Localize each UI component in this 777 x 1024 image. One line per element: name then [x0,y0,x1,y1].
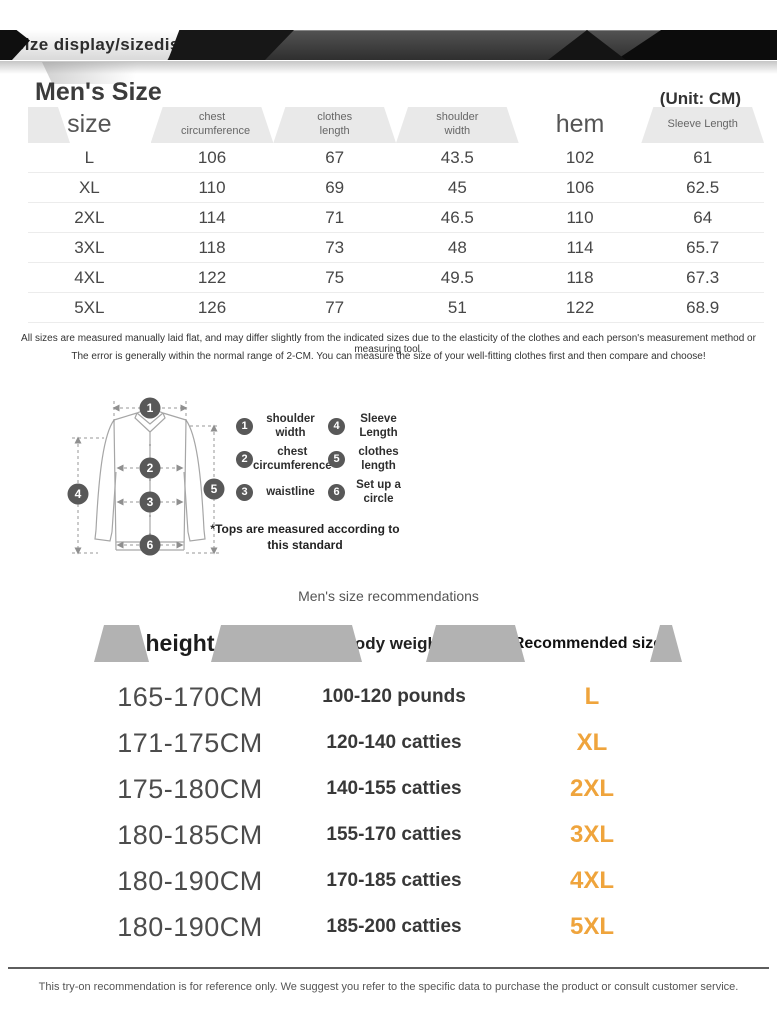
banner-shadow [0,61,777,74]
col-clothes-length: clothes length [273,107,396,143]
header-ribbon-segment [426,625,525,662]
legend-number-badge: 5 [328,451,345,468]
size-row-L: L 106 67 43.5 102 61 [28,143,764,173]
col-chest: chest circumference [151,107,274,143]
banner-triangle-decor [548,30,626,60]
legend-item-hem-circle: 6 Set up a circle [328,478,412,507]
size-table-header: size chest circumference clothes length … [28,107,764,143]
col-hem: hem [555,110,605,139]
size-row-XL: XL 110 69 45 106 62.5 [28,173,764,203]
col-height: height [145,630,215,656]
banner-dark-trapezoid [168,30,294,60]
rec-row-2XL: 175-180CM 140-155 catties 2XL [117,773,614,804]
header-ribbon-segment [211,625,362,662]
measure-disclaimer-line2: The error is generally within the normal… [71,351,706,362]
rec-row-XL: 171-175CM 120-140 catties XL [117,727,608,758]
banner-title: Size display/sizedisplay [13,35,216,54]
measure-disclaimer-line1: All sizes are measured manually laid fla… [21,333,756,355]
legend-item-clothes-length: 5 clothes length [328,445,412,474]
rec-row-5XL: 180-190CM 185-200 catties 5XL [117,911,614,942]
legend-item-shoulder-width: 1 shoulder width [236,412,328,441]
col-recommended-size: Recommended size [512,634,663,652]
badge-1: 1 [147,401,154,415]
banner: Size display/sizedisplay [0,30,777,60]
col-body-weight: body weight [344,633,444,653]
footer-divider [8,967,769,969]
legend-item-waistline: 3 waistline [236,478,328,507]
legend-number-badge: 6 [328,484,345,501]
section-title-mens-size: Men's Size [35,78,162,106]
rec-row-L: 165-170CM 100-120 pounds L [117,681,600,712]
size-row-3XL: 3XL 118 73 48 114 65.7 [28,233,764,263]
legend-label: shoulder width [266,412,315,439]
legend-item-sleeve-length: 4 Sleeve Length [328,412,412,441]
banner-light-shape [0,30,184,60]
unit-label: (Unit: CM) [659,89,741,108]
legend-label: chest circumference [253,445,332,472]
badge-4: 4 [75,487,82,501]
recommendation-table: 165-170CM 100-120 pounds L 171-175CM 120… [94,674,682,950]
recommendation-header: height body weight Recommended size [94,625,682,662]
legend-number-badge: 1 [236,418,253,435]
rec-row-4XL: 180-190CM 170-185 catties 4XL [117,865,614,896]
footer-disclaimer: This try-on recommendation is for refere… [38,981,739,993]
legend-number-badge: 2 [236,451,253,468]
size-table: size chest circumference clothes length … [28,107,764,323]
col-shoulder-width: shoulder width [396,107,519,143]
banner-shadow-smudge [42,62,172,84]
legend-label: waistline [266,485,315,498]
header-ribbon-segment [94,625,149,662]
col-size: size [67,110,112,139]
measure-number-badges: 1 2 3 4 5 6 [67,397,225,556]
measure-standard-note: *Tops are measured according to this sta… [210,522,400,553]
legend-label: clothes length [358,445,399,472]
legend-item-chest-circumference: 2 chest circumference [236,445,332,474]
legend-label: Sleeve Length [359,412,398,439]
size-row-2XL: 2XL 114 71 46.5 110 64 [28,203,764,233]
badge-6: 6 [147,538,154,552]
legend-number-badge: 4 [328,418,345,435]
col-sleeve-length: Sleeve Length [641,107,764,143]
size-row-4XL: 4XL 122 75 49.5 118 67.3 [28,263,764,293]
legend-label: Set up a circle [356,478,401,505]
size-row-5XL: 5XL 126 77 51 122 68.9 [28,293,764,323]
badge-5: 5 [211,482,218,496]
legend-number-badge: 3 [236,484,253,501]
shirt-measure-diagram: 1 2 3 4 5 6 [67,397,225,556]
banner-right-corner-shape [616,30,777,60]
recommendation-title: Men's size recommendations [298,588,479,604]
badge-2: 2 [147,461,154,475]
measure-legend: 1 shoulder width 4 Sleeve Length 2 chest… [236,412,412,507]
rec-row-3XL: 180-185CM 155-170 catties 3XL [117,819,614,850]
badge-3: 3 [147,495,154,509]
